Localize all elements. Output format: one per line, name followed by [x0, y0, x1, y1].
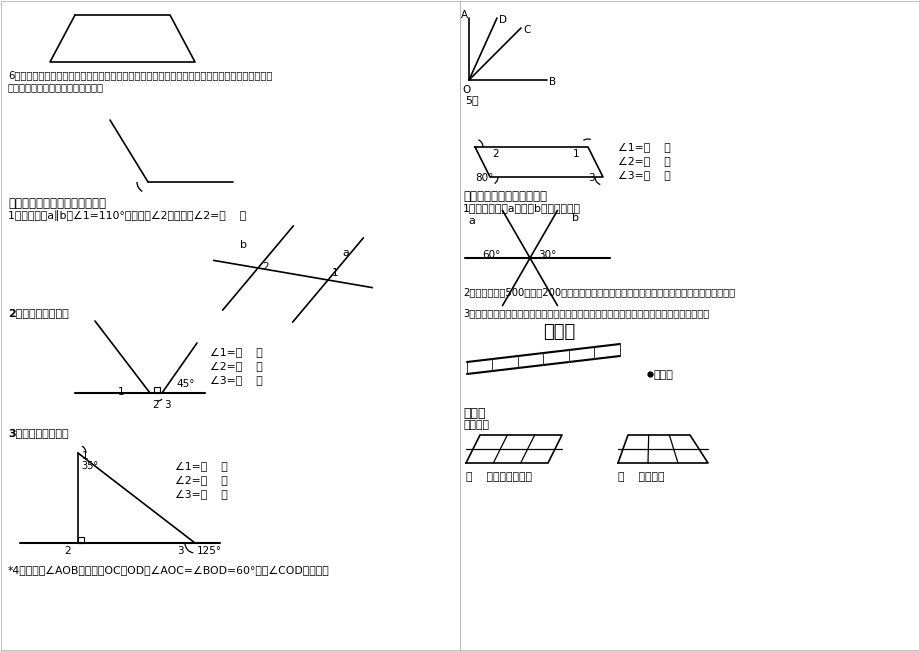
Text: 30°: 30° [538, 250, 556, 260]
Text: ∠2=（    ）: ∠2=（ ） [175, 476, 228, 486]
Text: 35°: 35° [81, 461, 98, 471]
Text: 3: 3 [164, 400, 170, 410]
Text: 2: 2 [492, 149, 498, 159]
Text: 1、下图中直线a和直线b互相垂直吗？: 1、下图中直线a和直线b互相垂直吗？ [462, 203, 581, 213]
Text: （    ）个梯形: （ ）个梯形 [618, 472, 664, 482]
Text: 60°: 60° [482, 250, 500, 260]
Text: 行线的描法，画出一种平行四边形。: 行线的描法，画出一种平行四边形。 [8, 82, 104, 92]
Text: 2、计算角的度数。: 2、计算角的度数。 [8, 308, 69, 318]
Text: 2: 2 [152, 400, 158, 410]
Text: *4、在直角∠AOB内有射线OC、OD，∠AOC=∠BOD=60°，求∠COD的大小。: *4、在直角∠AOB内有射线OC、OD，∠AOC=∠BOD=60°，求∠COD的… [8, 566, 329, 576]
Text: 2、一块果园长500米，宽200米，假如平均每公顷栽果树棵，这块果园一共可以栽多少棵果树？: 2、一块果园长500米，宽200米，假如平均每公顷栽果树棵，这块果园一共可以栽多… [462, 287, 734, 297]
Text: ∠2=（    ）: ∠2=（ ） [618, 157, 670, 167]
Text: ∠1=（    ）: ∠1=（ ） [618, 143, 670, 153]
Text: 6、先量出下面这个角的度数，标在图中，然后以这个角的两条边作为平行四边形的两条边，用面平: 6、先量出下面这个角的度数，标在图中，然后以这个角的两条边作为平行四边形的两条边… [8, 70, 272, 80]
Text: 5、: 5、 [464, 95, 478, 105]
Bar [78, 537, 84, 543]
Text: C: C [522, 25, 529, 35]
Text: A: A [460, 10, 468, 20]
Text: B: B [549, 77, 555, 87]
Text: O: O [461, 85, 470, 95]
Text: 1: 1 [332, 268, 338, 278]
Text: ∠3=（    ）: ∠3=（ ） [618, 171, 670, 181]
Text: 3、计算角的度数。: 3、计算角的度数。 [8, 428, 69, 438]
Text: ∠1=（    ）: ∠1=（ ） [210, 348, 263, 358]
Text: ∠3=（    ）: ∠3=（ ） [175, 490, 228, 500]
Text: ∠1=（    ）: ∠1=（ ） [175, 462, 228, 472]
Text: 3: 3 [176, 546, 184, 556]
Text: 125°: 125° [197, 546, 221, 556]
Text: ∠3=（    ）: ∠3=（ ） [210, 376, 263, 386]
Text: b: b [240, 240, 246, 250]
Text: 1: 1 [82, 451, 88, 461]
Text: 1: 1 [573, 149, 579, 159]
Text: 河西村: 河西村 [542, 323, 574, 341]
Text: 附加题: 附加题 [462, 407, 485, 420]
Text: 45°: 45° [176, 379, 194, 389]
Bar [153, 387, 160, 393]
Text: 1、右图中，a∥b，∠1=110°，量一量∠2的度数，∠2=（    ）: 1、右图中，a∥b，∠1=110°，量一量∠2的度数，∠2=（ ） [8, 210, 246, 221]
Text: 80°: 80° [474, 173, 493, 183]
Text: 2: 2 [262, 262, 268, 272]
Text: （    ）个平行四边形: （ ）个平行四边形 [466, 472, 531, 482]
Text: 河东村: 河东村 [653, 370, 673, 380]
Text: 3: 3 [587, 173, 594, 183]
Text: ∠2=（    ）: ∠2=（ ） [210, 362, 263, 372]
Text: 3、从河西村到河东村各修一条小路与公路连接，应当怎样修离公路近些？请在图中画出来。: 3、从河西村到河东村各修一条小路与公路连接，应当怎样修离公路近些？请在图中画出来… [462, 308, 709, 318]
Text: 1: 1 [118, 387, 124, 397]
Text: 六、仔细观测，计算角的度数。: 六、仔细观测，计算角的度数。 [8, 197, 106, 210]
Text: b: b [572, 213, 578, 223]
Text: D: D [498, 15, 506, 25]
Text: a: a [468, 216, 474, 226]
Text: a: a [342, 248, 348, 258]
Text: 2: 2 [64, 546, 71, 556]
Text: 数一数。: 数一数。 [462, 420, 489, 430]
Text: 七、活学活用，处理问题。: 七、活学活用，处理问题。 [462, 190, 547, 203]
